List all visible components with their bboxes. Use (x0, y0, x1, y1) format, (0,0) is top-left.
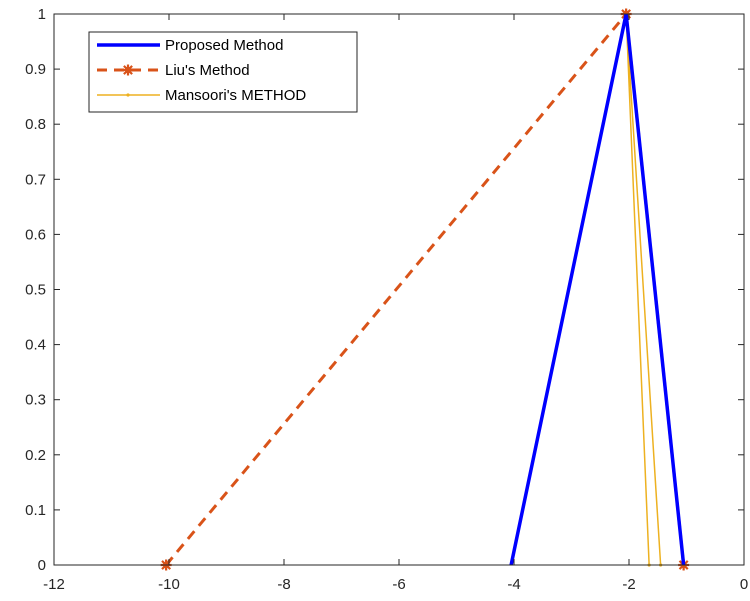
x-tick-label: -10 (158, 576, 180, 593)
x-tick-label: -2 (622, 576, 635, 593)
legend-label-0: Proposed Method (165, 37, 283, 54)
x-tick-label: 0 (740, 576, 748, 593)
legend-marker-1-core (124, 66, 132, 74)
y-tick-label: 0.7 (25, 171, 46, 188)
y-tick-label: 0.4 (25, 337, 46, 354)
ticks-layer: -12 -10 -8 -6 -4 -2 0 0 0.1 0.2 0.3 0.4 0.5 0.6 0.7 0.8… (25, 6, 748, 593)
y-tick-label: 0.3 (25, 392, 46, 409)
legend-marker-2 (126, 93, 130, 97)
legend-label-1: Liu's Method (165, 62, 250, 79)
legend-marker-1 (122, 64, 134, 76)
x-tick-label: -12 (43, 576, 65, 593)
legend: Proposed Method Liu's Method Mansoori's ME… (88, 31, 358, 113)
y-tick-label: 1 (38, 6, 46, 23)
y-tick-label: 0.6 (25, 226, 46, 243)
x-tick-label: -8 (277, 576, 290, 593)
legend-label-2: Mansoori's METHOD (165, 87, 306, 104)
y-tick-label: 0 (38, 557, 46, 574)
y-tick-label: 0.1 (25, 502, 46, 519)
x-tick-label: -4 (507, 576, 520, 593)
y-tick-label: 0.9 (25, 61, 46, 78)
y-tick-label: 0.8 (25, 116, 46, 133)
y-tick-label: 0.5 (25, 282, 46, 299)
x-tick-label: -6 (392, 576, 405, 593)
y-tick-label: 0.2 (25, 447, 46, 464)
